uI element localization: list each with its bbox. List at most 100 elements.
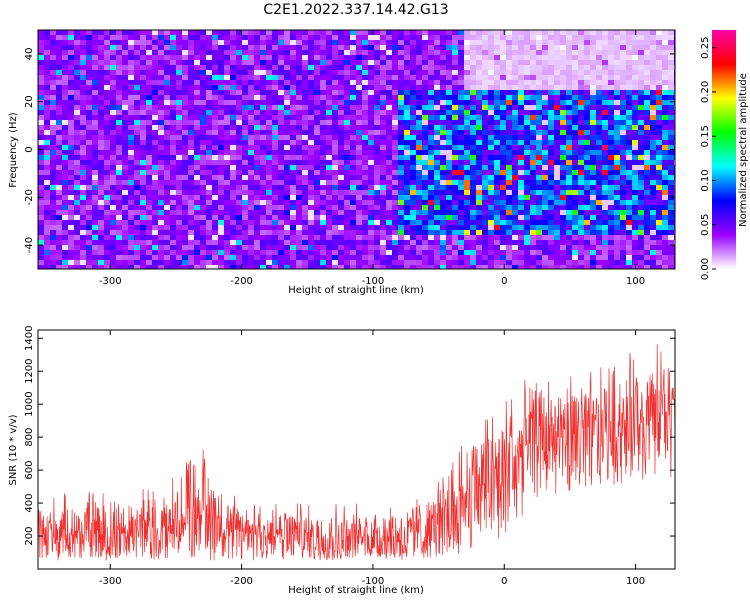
heatmap-cell <box>470 165 476 170</box>
heatmap-cell <box>170 50 176 55</box>
heatmap-cell <box>608 220 614 225</box>
heatmap-cell <box>110 125 116 130</box>
heatmap-cell <box>452 220 458 225</box>
heatmap-cell <box>200 200 206 205</box>
heatmap-cell <box>194 200 200 205</box>
heatmap-cell <box>416 30 422 35</box>
heatmap-cell <box>638 200 644 205</box>
heatmap-cell <box>584 200 590 205</box>
heatmap-cell <box>344 195 350 200</box>
heatmap-cell <box>74 45 80 50</box>
heatmap-cell <box>506 60 512 65</box>
heatmap-cell <box>656 230 662 235</box>
heatmap-cell <box>386 190 392 195</box>
heatmap-cell <box>470 170 476 175</box>
heatmap-cell <box>356 260 362 265</box>
heatmap-cell <box>626 145 632 150</box>
heatmap-cell <box>440 260 446 265</box>
heatmap-cell <box>332 260 338 265</box>
heatmap-cell <box>662 145 668 150</box>
heatmap-cell <box>488 95 494 100</box>
heatmap-cell <box>266 180 272 185</box>
heatmap-cell <box>392 215 398 220</box>
heatmap-cell <box>38 45 44 50</box>
heatmap-cell <box>296 205 302 210</box>
heatmap-cell <box>254 100 260 105</box>
heatmap-cell <box>656 175 662 180</box>
heatmap-cell <box>416 45 422 50</box>
heatmap-cell <box>218 95 224 100</box>
heatmap-cell <box>422 85 428 90</box>
heatmap-cell <box>332 100 338 105</box>
heatmap-cell <box>44 225 50 230</box>
heatmap-cell <box>458 140 464 145</box>
heatmap-cell <box>266 30 272 35</box>
heatmap-cell <box>590 190 596 195</box>
heatmap-cell <box>398 125 404 130</box>
heatmap-cell <box>290 55 296 60</box>
heatmap-cell <box>662 80 668 85</box>
heatmap-cell <box>584 105 590 110</box>
heatmap-cell <box>206 150 212 155</box>
heatmap-cell <box>590 100 596 105</box>
heatmap-cell <box>560 250 566 255</box>
heatmap-cell <box>536 245 542 250</box>
heatmap-cell <box>314 105 320 110</box>
heatmap-cell <box>176 220 182 225</box>
heatmap-cell <box>410 155 416 160</box>
heatmap-cell <box>350 210 356 215</box>
heatmap-cell <box>518 80 524 85</box>
heatmap-cell <box>338 40 344 45</box>
heatmap-cell <box>614 35 620 40</box>
heatmap-cell <box>392 175 398 180</box>
heatmap-cell <box>212 30 218 35</box>
heatmap-cell <box>644 235 650 240</box>
heatmap-cell <box>464 205 470 210</box>
heatmap-cell <box>458 125 464 130</box>
heatmap-cell <box>668 225 674 230</box>
heatmap-cell <box>548 30 554 35</box>
heatmap-cell <box>62 160 68 165</box>
heatmap-cell <box>428 80 434 85</box>
heatmap-cell <box>380 195 386 200</box>
heatmap-cell <box>578 140 584 145</box>
heatmap-cell <box>254 210 260 215</box>
heatmap-cell <box>650 45 656 50</box>
heatmap-cell <box>470 210 476 215</box>
heatmap-cell <box>308 110 314 115</box>
heatmap-cell <box>266 215 272 220</box>
heatmap-cell <box>392 250 398 255</box>
heatmap-cell <box>554 50 560 55</box>
heatmap-cell <box>236 160 242 165</box>
heatmap-cell <box>302 75 308 80</box>
heatmap-cell <box>74 245 80 250</box>
heatmap-cell <box>602 180 608 185</box>
heatmap-cell <box>56 195 62 200</box>
heatmap-cell <box>380 65 386 70</box>
heatmap-cell <box>74 55 80 60</box>
heatmap-cell <box>260 30 266 35</box>
heatmap-cell <box>110 70 116 75</box>
heatmap-cell <box>596 80 602 85</box>
heatmap-cell <box>164 210 170 215</box>
heatmap-cell <box>236 140 242 145</box>
heatmap-cell <box>218 195 224 200</box>
heatmap-cell <box>350 80 356 85</box>
heatmap-cell <box>344 130 350 135</box>
heatmap-cell <box>86 175 92 180</box>
heatmap-cell <box>632 165 638 170</box>
heatmap-cell <box>542 160 548 165</box>
heatmap-cell <box>458 80 464 85</box>
heatmap-cell <box>320 250 326 255</box>
heatmap-cell <box>440 30 446 35</box>
heatmap-cell <box>212 75 218 80</box>
heatmap-cell <box>368 240 374 245</box>
heatmap-cell <box>104 45 110 50</box>
heatmap-cell <box>662 240 668 245</box>
heatmap-cell <box>230 165 236 170</box>
heatmap-cell <box>158 90 164 95</box>
heatmap-cell <box>428 145 434 150</box>
heatmap-cell <box>572 50 578 55</box>
heatmap-cell <box>602 50 608 55</box>
heatmap-cell <box>362 215 368 220</box>
